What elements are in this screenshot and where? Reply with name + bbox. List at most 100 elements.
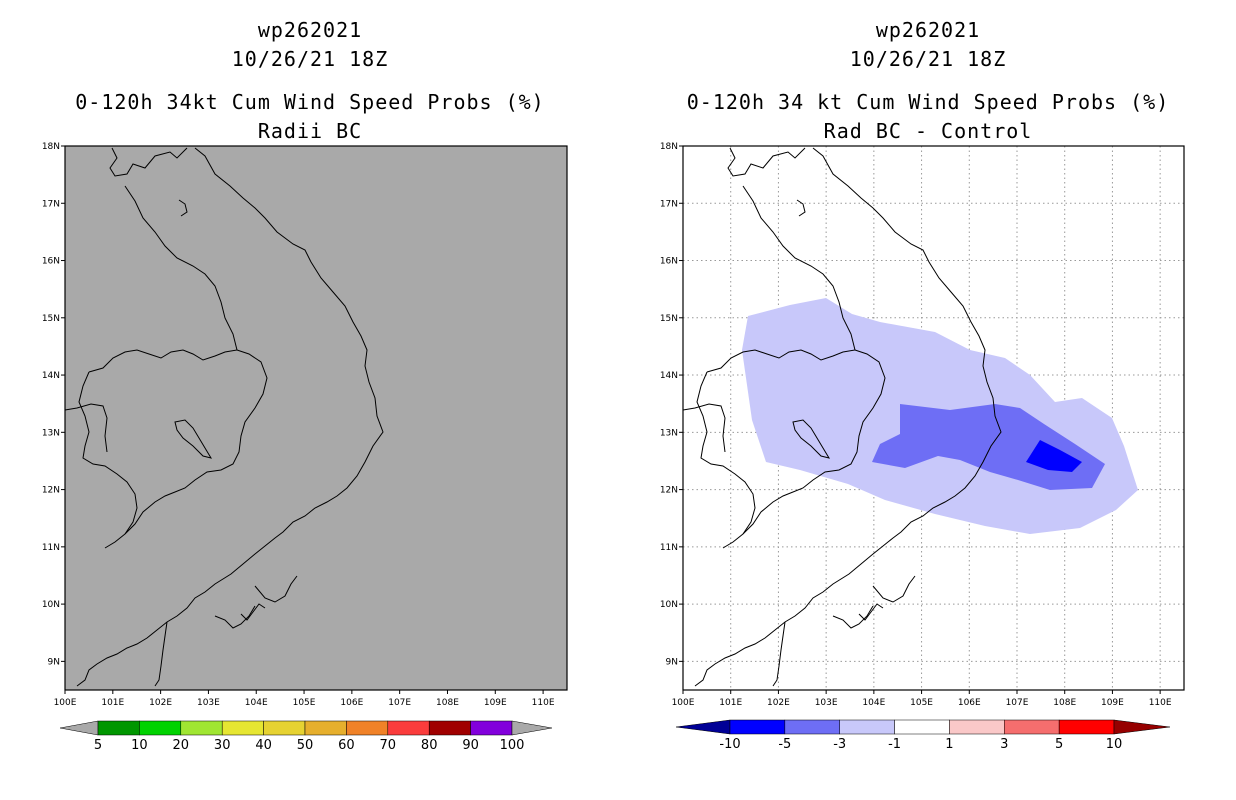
lon-label: 103E — [197, 698, 220, 708]
lon-label: 103E — [815, 698, 838, 708]
lon-label: 107E — [388, 698, 411, 708]
lon-label: 105E — [293, 698, 316, 708]
colorbar-right-arrow — [1113, 719, 1171, 735]
left-map-background — [65, 146, 567, 690]
right-colorbar: -10 -5 -3 -1 1 3 5 10 — [675, 719, 1171, 752]
colorbar-left-arrow — [59, 720, 99, 736]
right-map: 18N 17N 16N 15N 14N 13N 12N 11N 10N 9N 100E 101E 102… — [660, 142, 1185, 708]
colorbar-label: -10 — [719, 737, 740, 752]
colorbar-label: -5 — [778, 737, 791, 752]
colorbar-swatch — [949, 719, 1005, 735]
right-date: 10/26/21 18Z — [849, 47, 1007, 71]
colorbar-label: -1 — [888, 737, 901, 752]
colorbar-label: -3 — [833, 737, 846, 752]
left-scheme: Radii BC — [257, 119, 363, 143]
lat-label: 10N — [42, 600, 60, 610]
colorbar-swatch — [839, 719, 895, 735]
lat-label: 13N — [42, 428, 60, 438]
colorbar-swatch — [428, 720, 471, 736]
lat-label: 9N — [48, 657, 60, 667]
colorbar-right-arrow — [511, 720, 553, 736]
colorbar-label: 10 — [131, 738, 148, 753]
lon-label: 100E — [54, 698, 77, 708]
lon-label: 101E — [719, 698, 742, 708]
colorbar-label: 20 — [173, 738, 190, 753]
lat-label: 16N — [660, 257, 678, 267]
lon-label: 108E — [1053, 698, 1076, 708]
right-title: wp262021 10/26/21 18Z — [658, 16, 1198, 74]
left-title: wp262021 10/26/21 18Z — [40, 16, 580, 74]
lon-label: 105E — [910, 698, 933, 708]
colorbar-swatch — [1058, 719, 1115, 735]
colorbar-label: 40 — [255, 738, 272, 753]
contour-dark — [1026, 440, 1082, 472]
lon-label: 104E — [245, 698, 268, 708]
left-storm-id: wp262021 — [257, 18, 363, 42]
colorbar-swatch — [97, 720, 140, 736]
colorbar-label: 90 — [462, 738, 479, 753]
colorbar-swatch — [387, 720, 430, 736]
colorbar-label: 100 — [500, 738, 525, 753]
right-map-frame — [682, 145, 1185, 691]
lat-label: 11N — [660, 543, 678, 553]
lon-label: 104E — [862, 698, 885, 708]
lon-label: 107E — [1006, 698, 1029, 708]
lon-label: 109E — [1101, 698, 1124, 708]
left-map: 18N 17N 16N 15N 14N 13N 12N 11N 10N 9N 100E 101E 102… — [42, 142, 568, 708]
colorbar-swatch — [221, 720, 264, 736]
lat-label: 14N — [42, 371, 60, 381]
colorbar-label: 1 — [945, 737, 953, 752]
colorbar-swatch — [180, 720, 223, 736]
left-subtitle: 0-120h 34kt Cum Wind Speed Probs (%) Rad… — [40, 88, 580, 146]
lat-label: 17N — [660, 199, 678, 209]
colorbar-swatch — [784, 719, 840, 735]
lon-label: 110E — [1149, 698, 1172, 708]
lat-label: 15N — [660, 314, 678, 324]
right-subtitle: 0-120h 34 kt Cum Wind Speed Probs (%) Ra… — [658, 88, 1198, 146]
lon-label: 102E — [149, 698, 172, 708]
lon-label: 100E — [672, 698, 695, 708]
lon-label: 108E — [436, 698, 459, 708]
left-product: 0-120h 34kt Cum Wind Speed Probs (%) — [75, 90, 545, 114]
colorbar-label: 5 — [94, 738, 102, 753]
colorbar-label: 60 — [338, 738, 355, 753]
lat-label: 13N — [660, 428, 678, 438]
lat-label: 18N — [42, 142, 60, 152]
colorbar-left-arrow — [675, 719, 731, 735]
colorbar-swatch — [1004, 719, 1060, 735]
lat-label: 14N — [660, 371, 678, 381]
colorbar-swatch — [894, 719, 950, 735]
right-axes: 18N 17N 16N 15N 14N 13N 12N 11N 10N 9N 100E 101E 102… — [660, 142, 1172, 708]
colorbar-swatch — [263, 720, 306, 736]
lon-label: 106E — [340, 698, 363, 708]
left-colorbar: 5 10 20 30 40 50 60 70 80 90 100 — [59, 720, 553, 753]
colorbar-swatch — [346, 720, 389, 736]
lon-label: 106E — [958, 698, 981, 708]
lon-label: 109E — [484, 698, 507, 708]
colorbar-label: 80 — [421, 738, 438, 753]
colorbar-label: 5 — [1055, 737, 1063, 752]
colorbar-label: 30 — [214, 738, 231, 753]
lon-label: 110E — [532, 698, 555, 708]
colorbar-label: 50 — [297, 738, 314, 753]
lon-label: 101E — [101, 698, 124, 708]
lat-label: 16N — [42, 257, 60, 267]
lon-label: 102E — [767, 698, 790, 708]
lat-label: 11N — [42, 543, 60, 553]
lat-label: 12N — [42, 486, 60, 496]
lat-label: 17N — [42, 199, 60, 209]
left-date: 10/26/21 18Z — [231, 47, 389, 71]
colorbar-label: 10 — [1106, 737, 1123, 752]
right-storm-id: wp262021 — [875, 18, 981, 42]
right-product: 0-120h 34 kt Cum Wind Speed Probs (%) — [686, 90, 1170, 114]
colorbar-swatch — [470, 720, 513, 736]
colorbar-label: 3 — [1000, 737, 1008, 752]
colorbar-swatch — [729, 719, 786, 735]
colorbar-swatch — [304, 720, 347, 736]
colorbar-swatch — [139, 720, 182, 736]
lat-label: 9N — [666, 657, 678, 667]
left-map-frame — [64, 145, 568, 691]
lat-label: 18N — [660, 142, 678, 152]
lat-label: 15N — [42, 314, 60, 324]
